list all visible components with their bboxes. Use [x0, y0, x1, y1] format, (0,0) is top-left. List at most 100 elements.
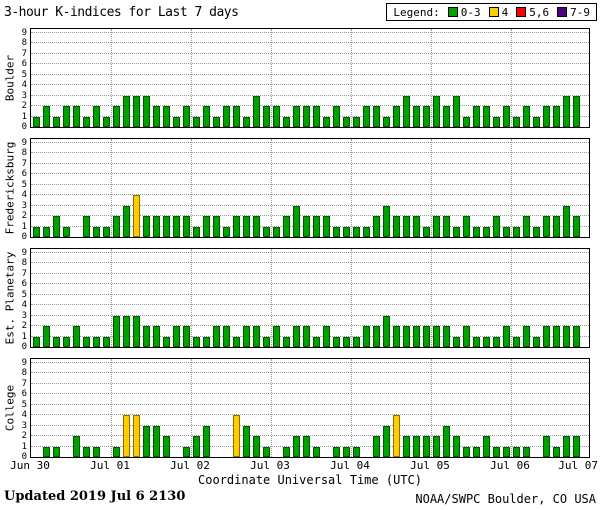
k-index-bar: [82, 446, 90, 457]
k-index-bar: [272, 226, 280, 237]
vertical-gridline: [271, 359, 272, 457]
k-index-bar: [322, 116, 330, 127]
k-index-bar: [162, 216, 170, 237]
vertical-gridline: [271, 29, 272, 127]
k-index-bar: [192, 336, 200, 347]
k-index-bar: [232, 336, 240, 347]
y-tick-label: 5: [21, 399, 27, 410]
k-index-bar: [372, 436, 380, 457]
k-index-bar: [352, 336, 360, 347]
k-index-bar: [572, 326, 580, 347]
k-index-bar: [352, 116, 360, 127]
y-tick-label: 8: [21, 148, 27, 158]
k-index-bar: [462, 216, 470, 237]
k-index-bar: [462, 116, 470, 127]
vertical-gridline: [191, 359, 192, 457]
k-index-bar: [92, 446, 100, 457]
y-tick-label: 7: [21, 378, 27, 389]
k-index-bar: [272, 326, 280, 347]
k-index-bar: [82, 336, 90, 347]
k-index-bar: [512, 116, 520, 127]
panel-est-planetary: Est. Planetary 0 1 2 3 4 5 6 7 8 9: [4, 248, 590, 352]
k-index-bar: [572, 95, 580, 127]
k-index-bar: [192, 436, 200, 457]
k-index-bar: [152, 216, 160, 237]
k-index-bar: [482, 436, 490, 457]
k-index-bar: [312, 446, 320, 457]
k-index-bar: [422, 226, 430, 237]
horizontal-gridline: [31, 403, 589, 405]
y-tick-label: 7: [21, 268, 27, 279]
k-index-bar: [342, 116, 350, 127]
y-tick-label: 7: [21, 48, 27, 59]
k-index-bar: [342, 446, 350, 457]
k-index-bar: [32, 116, 40, 127]
k-index-bar: [162, 436, 170, 457]
k-index-bar: [542, 326, 550, 347]
k-index-bar: [492, 336, 500, 347]
y-tick-label: 1: [21, 111, 27, 122]
vertical-gridline: [431, 249, 432, 347]
k-index-bar: [132, 315, 140, 347]
k-index-bar: [432, 326, 440, 347]
k-index-bar: [202, 216, 210, 237]
k-index-bar: [282, 336, 290, 347]
k-index-bar: [452, 95, 460, 127]
vertical-gridline: [271, 139, 272, 237]
horizontal-gridline: [31, 105, 589, 106]
y-tick-label: 1: [21, 221, 27, 232]
k-index-bar: [202, 106, 210, 127]
horizontal-gridline: [31, 382, 589, 384]
k-index-bar: [262, 106, 270, 127]
k-index-bar: [542, 106, 550, 127]
k-index-bar: [172, 216, 180, 237]
k-index-bar: [112, 216, 120, 237]
k-index-bar: [322, 216, 330, 237]
k-index-bar: [332, 446, 340, 457]
y-tick-label: 2: [21, 321, 27, 331]
y-tick-label: 9: [21, 357, 27, 368]
k-index-bar: [232, 415, 240, 457]
horizontal-gridline: [31, 361, 589, 363]
k-index-bar: [552, 446, 560, 457]
k-index-bar: [522, 446, 530, 457]
k-index-bar: [572, 436, 580, 457]
k-index-bar: [442, 216, 450, 237]
legend-item: 0-3: [447, 6, 481, 19]
k-index-bar: [512, 446, 520, 457]
y-tick-label: 8: [21, 38, 27, 48]
y-tick-label: 4: [21, 410, 27, 420]
legend-item-label: 5,6: [529, 5, 550, 19]
y-tick-label: 3: [21, 200, 27, 211]
k-index-bar: [142, 216, 150, 237]
k-index-bar: [512, 336, 520, 347]
vertical-gridline: [191, 139, 192, 237]
k-index-bar: [292, 205, 300, 237]
y-tick-label: 6: [21, 279, 27, 289]
k-index-bar: [52, 336, 60, 347]
horizontal-gridline: [31, 73, 589, 75]
k-index-bar: [322, 326, 330, 347]
horizontal-gridline: [31, 162, 589, 164]
k-index-bar: [342, 226, 350, 237]
k-index-bar: [152, 425, 160, 457]
k-index-bar: [552, 216, 560, 237]
k-index-bar: [412, 326, 420, 347]
k-index-bar: [242, 116, 250, 127]
k-index-bar: [252, 436, 260, 457]
vertical-gridline: [431, 29, 432, 127]
k-index-bar: [472, 106, 480, 127]
k-index-bar: [412, 106, 420, 127]
k-index-bar: [422, 436, 430, 457]
k-index-bar: [152, 326, 160, 347]
vertical-gridline: [111, 139, 112, 237]
horizontal-gridline: [31, 84, 589, 85]
y-tick-label: 8: [21, 368, 27, 378]
y-tick-label: 4: [21, 190, 27, 200]
k-index-bar: [252, 95, 260, 127]
vertical-gridline: [511, 139, 512, 237]
y-tick-label: 2: [21, 211, 27, 221]
k-index-bar: [282, 116, 290, 127]
k-index-bar: [292, 436, 300, 457]
k-index-bar: [572, 216, 580, 237]
